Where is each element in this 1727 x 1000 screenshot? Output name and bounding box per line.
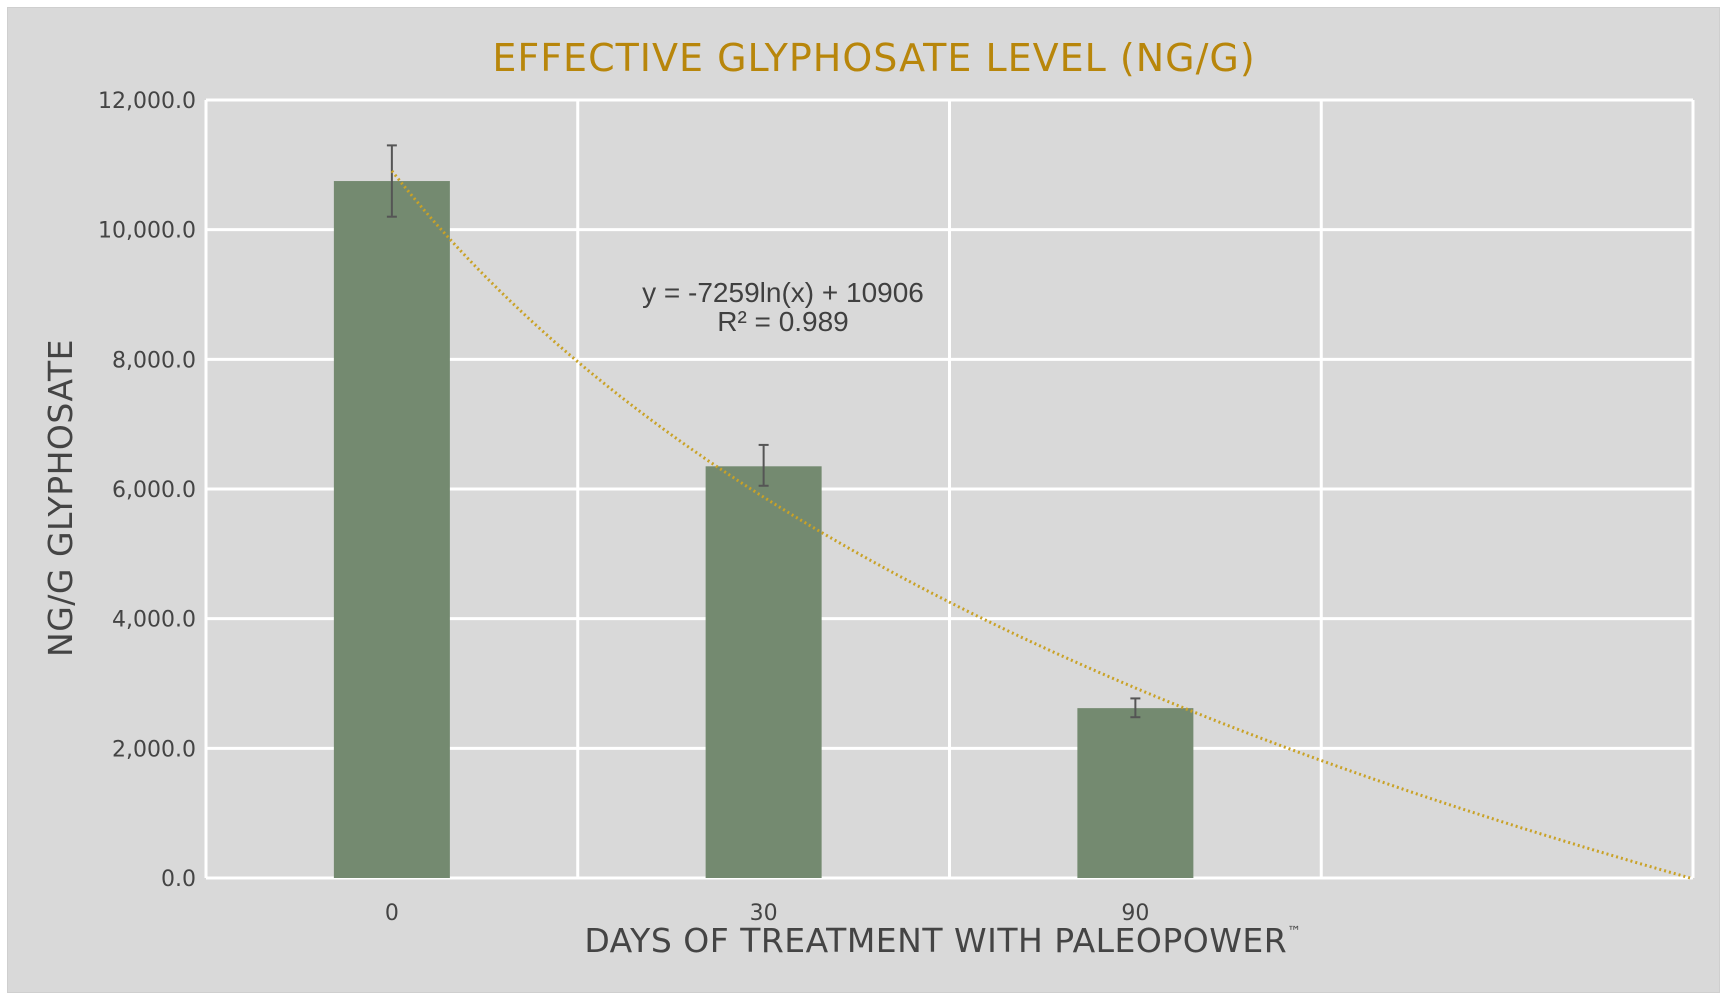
y-tick-label: 8,000.0 [112, 348, 196, 373]
chart-title: EFFECTIVE GLYPHOSATE LEVEL (NG/G) [492, 36, 1255, 80]
chart-frame: EFFECTIVE GLYPHOSATE LEVEL (NG/G) 0.0 2,0… [7, 7, 1720, 993]
trend-r-squared: R² = 0.989 [717, 306, 849, 337]
trademark-mark: ™ [1287, 924, 1302, 940]
x-tick-labels: 0 30 90 [385, 901, 1150, 926]
bar-30 [705, 466, 822, 878]
trend-equation: y = -7259ln(x) + 10906 [642, 277, 924, 308]
y-tick-label: 12,000.0 [98, 89, 196, 114]
x-tick-label: 90 [1121, 901, 1149, 926]
bar-0 [333, 181, 450, 878]
trendline [390, 169, 1694, 881]
x-tick-label: 30 [750, 901, 778, 926]
x-axis-title-text: DAYS OF TREATMENT WITH PALEOPOWER [584, 921, 1287, 960]
error-bars [386, 144, 1141, 719]
y-tick-label: 4,000.0 [112, 608, 196, 633]
bars [333, 181, 1194, 878]
y-tick-labels: 0.0 2,000.0 4,000.0 6,000.0 8,000.0 10,000.0 1… [98, 89, 196, 892]
chart-svg: EFFECTIVE GLYPHOSATE LEVEL (NG/G) 0.0 2,0… [41, 36, 1695, 960]
bar-90 [1077, 708, 1194, 878]
trendline-group [390, 169, 1694, 881]
y-tick-label: 6,000.0 [112, 478, 196, 503]
y-tick-label: 2,000.0 [112, 737, 196, 762]
y-tick-label: 10,000.0 [98, 219, 196, 244]
y-axis-title: NG/G GLYPHOSATE [41, 339, 80, 657]
y-tick-label: 0.0 [161, 867, 196, 892]
gridlines [204, 98, 1695, 880]
x-tick-label: 0 [385, 901, 399, 926]
x-axis-title: DAYS OF TREATMENT WITH PALEOPOWER™ [584, 921, 1301, 960]
